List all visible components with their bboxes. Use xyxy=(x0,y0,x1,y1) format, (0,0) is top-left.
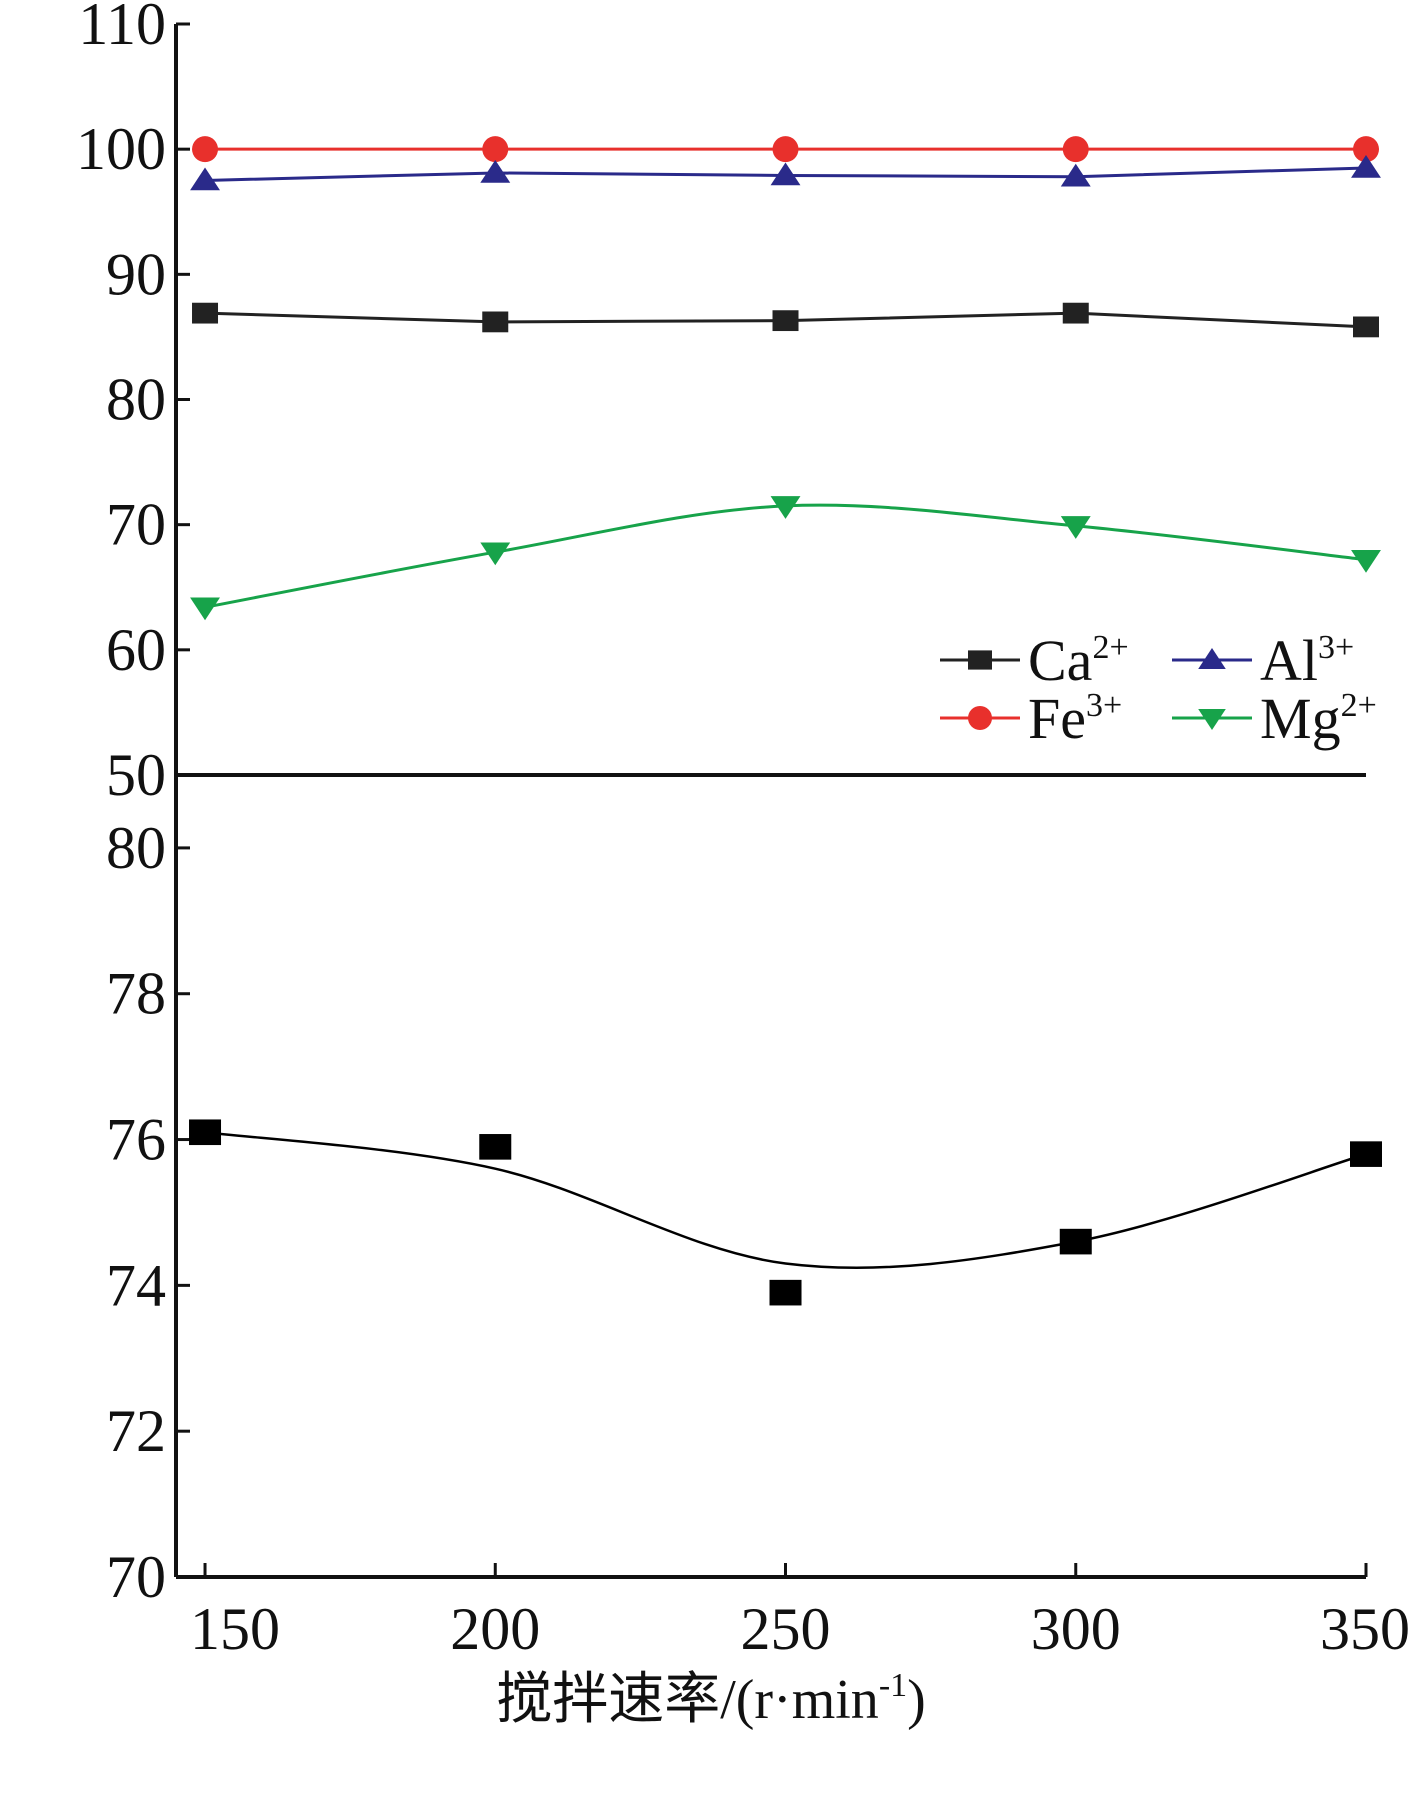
legend-item-ca: Ca2+ xyxy=(940,628,1129,693)
legend-label: Ca2+ xyxy=(1028,628,1129,693)
series-al-point xyxy=(1060,163,1091,187)
legend-charge: 2+ xyxy=(1341,687,1377,724)
panel-a-y-tick-label: 100 xyxy=(76,116,166,182)
legend-marker-ca xyxy=(968,650,992,670)
legend-label: Fe3+ xyxy=(1028,686,1122,751)
series-al-point xyxy=(770,162,801,186)
legend-marker-fe xyxy=(968,706,992,730)
panel-a-y-tick-label: 70 xyxy=(106,492,166,558)
phosphorus-yield-point xyxy=(1059,1228,1092,1255)
legend-ion: Ca xyxy=(1028,628,1092,693)
legend-ion: Mg xyxy=(1260,686,1341,751)
series-al-point xyxy=(1351,154,1381,178)
panel-a-y-tick-label: 90 xyxy=(106,241,166,307)
series-mg-point xyxy=(1351,549,1381,573)
x-tick-label: 250 xyxy=(741,1596,831,1662)
panel-b-y-tick-label: 72 xyxy=(106,1398,166,1464)
x-tick-label: 150 xyxy=(190,1596,280,1662)
series-fe-point xyxy=(482,136,509,163)
legend-label: Mg2+ xyxy=(1260,686,1377,751)
series-mg-point xyxy=(1060,516,1091,539)
legend-charge: 3+ xyxy=(1086,687,1122,724)
series-fe-point xyxy=(1353,136,1379,163)
legend-charge: 3+ xyxy=(1318,629,1354,666)
phosphorus-yield-point xyxy=(1350,1141,1382,1167)
series-ca xyxy=(192,302,1379,338)
phosphorus-yield-curve xyxy=(204,1131,1367,1269)
x-axis-title: 搅拌速率/(r·min-1) xyxy=(496,1667,926,1731)
shared-x-axis: 150 200 250 300 350 搅拌速率/(r·min-1) xyxy=(176,1563,1410,1731)
series-mg xyxy=(190,496,1381,621)
panel-a-y-tick-label: 60 xyxy=(106,617,166,683)
phosphorus-yield-point xyxy=(479,1134,512,1160)
series-mg-point xyxy=(190,597,220,621)
x-axis-title-sup: -1 xyxy=(879,1667,907,1704)
series-mg-point xyxy=(770,496,801,519)
series-ca-point xyxy=(1353,316,1379,338)
legend-charge: 2+ xyxy=(1092,629,1128,666)
panel-b-y-tick-label: 80 xyxy=(106,815,166,881)
panel-a-y-tick-label: 80 xyxy=(106,367,166,433)
panel-b-y-tick-label: 78 xyxy=(106,961,166,1027)
series-ca-point xyxy=(192,302,219,324)
legend-marker-al xyxy=(1198,648,1226,669)
panel-b-y-tick-label: 74 xyxy=(106,1252,166,1318)
series-mg-point xyxy=(480,542,511,566)
x-tick-label: 300 xyxy=(1031,1596,1121,1662)
series-phosphorus-yield xyxy=(189,1119,1382,1306)
series-ca-point xyxy=(482,311,509,333)
legend-item-al: Al3+ xyxy=(1172,628,1354,693)
legend-ion: Fe xyxy=(1028,686,1086,751)
x-axis-title-close: ) xyxy=(907,1669,926,1731)
legend-item-fe: Fe3+ xyxy=(940,686,1122,751)
series-al xyxy=(190,154,1381,191)
phosphorus-yield-point xyxy=(769,1279,802,1306)
series-mg-line xyxy=(204,503,1367,609)
series-ca-point xyxy=(772,310,799,332)
phosphorus-yield-point xyxy=(189,1119,222,1146)
series-fe-point xyxy=(772,136,799,163)
series-ca-point xyxy=(1062,302,1089,324)
series-al-point xyxy=(190,167,220,191)
series-fe-point xyxy=(192,136,219,163)
panel-a-y-tick-label: 110 xyxy=(78,0,166,57)
series-al-point xyxy=(480,159,511,183)
panel-a-y-tick-label: 50 xyxy=(106,742,166,808)
legend-marker-mg xyxy=(1198,709,1226,730)
legend-ion: Al xyxy=(1260,628,1318,693)
series-fe-point xyxy=(1062,136,1089,163)
legend-label: Al3+ xyxy=(1260,628,1354,693)
panel-b-phosphorus-yield: 70 72 74 76 78 80 xyxy=(106,775,1382,1610)
legend: Ca2+Fe3+Al3+Mg2+ xyxy=(940,628,1377,751)
panel-b-y-tick-label: 76 xyxy=(106,1107,166,1173)
x-tick-label: 350 xyxy=(1320,1596,1410,1662)
panel-b-y-tick-label: 70 xyxy=(106,1544,166,1610)
legend-item-mg: Mg2+ xyxy=(1172,686,1377,751)
series-fe xyxy=(192,136,1379,163)
x-axis-title-main: 搅拌速率/(r·min xyxy=(496,1669,879,1731)
x-tick-label: 200 xyxy=(450,1596,540,1662)
